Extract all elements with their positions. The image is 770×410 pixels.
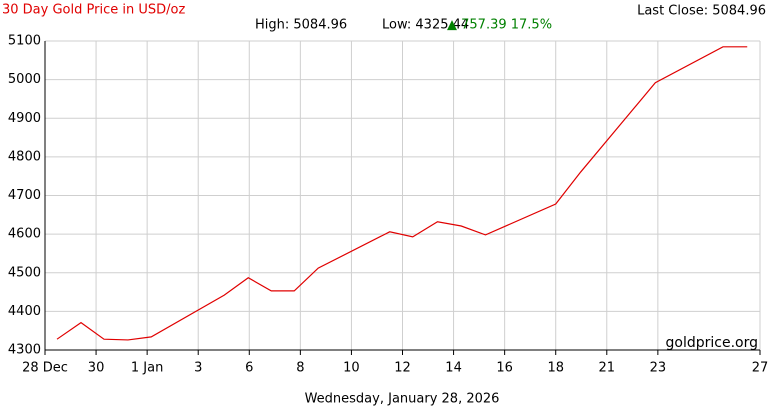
x-tick-label: 6 [245,361,253,376]
x-tick-label: 16 [496,361,513,376]
watermark: goldprice.org [666,335,758,351]
x-tick-label: 23 [650,361,667,376]
date: Wednesday, January 28, 2026 [305,392,500,407]
y-tick-label: 4500 [8,265,41,280]
x-tick-label: 12 [394,361,411,376]
y-tick-label: 5100 [8,34,41,49]
x-tick-label: 28 Dec [22,361,68,376]
x-tick-label: 27 [752,361,769,376]
y-tick-label: 4800 [8,149,41,164]
y-tick-label: 5000 [8,72,41,87]
x-tick-label: 10 [343,361,360,376]
x-tick-label: 18 [547,361,564,376]
y-tick-label: 4400 [8,304,41,319]
change: ▲ 757.39 17.5% [447,18,552,33]
high: High: 5084.96 [255,18,347,33]
price-line [56,46,748,341]
y-tick-label: 4600 [8,227,41,242]
x-tick-label: 1 Jan [131,361,163,376]
low: Low: 4325.44 [382,18,469,33]
x-tick-label: 8 [296,361,304,376]
chart-title: 30 Day Gold Price in USD/oz [2,3,185,18]
y-tick-label: 4900 [8,111,41,126]
x-tick-label: 30 [88,361,105,376]
x-tick-label: 3 [194,361,202,376]
y-tick-label: 4700 [8,188,41,203]
x-tick-label: 21 [599,361,616,376]
y-tick-label: 4300 [8,343,41,358]
last-close: Last Close: 5084.96 [637,4,766,19]
x-tick-label: 14 [445,361,462,376]
